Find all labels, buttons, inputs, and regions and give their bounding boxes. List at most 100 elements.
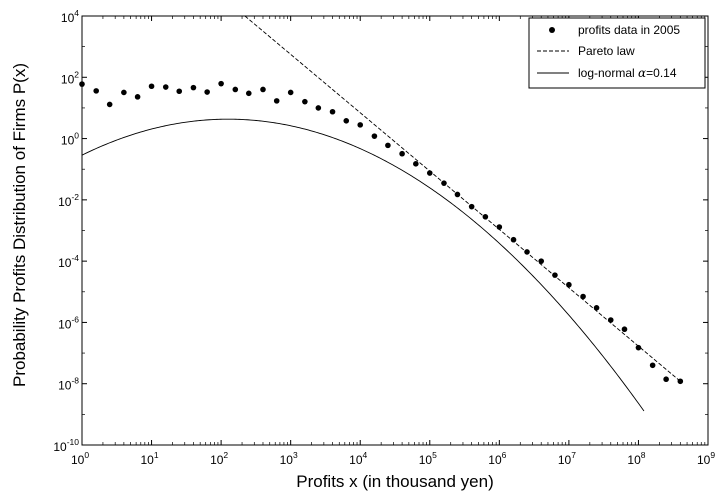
data-point: [468, 203, 475, 210]
data-point: [454, 191, 461, 198]
x-tick-base: 10: [210, 453, 224, 467]
data-point: [649, 362, 656, 369]
data-point: [204, 89, 210, 95]
x-tick-base: 10: [280, 453, 294, 467]
y-tick-label: 10-2: [58, 192, 79, 209]
data-point: [162, 84, 169, 90]
x-tick-base: 10: [419, 453, 433, 467]
y-tick-exponent: 2: [74, 69, 79, 79]
x-tick-base: 10: [627, 453, 641, 467]
y-axis-label: Probability Profits Distribution of Firm…: [10, 63, 29, 387]
data-point: [496, 224, 503, 230]
x-tick-exponent: 4: [363, 450, 368, 460]
data-point: [426, 170, 433, 176]
data-point: [413, 161, 419, 167]
x-tick-base: 10: [488, 453, 502, 467]
legend: profits data in 2005 Pareto law log-norm…: [528, 17, 706, 89]
x-axis-ticks: 100 101 102 103 104 105 106 107 108 109: [71, 16, 715, 467]
legend-lognormal-text: log-normal: [578, 66, 638, 80]
data-point: [677, 378, 684, 385]
legend-marker-data: [549, 27, 555, 33]
data-point: [302, 98, 308, 105]
y-tick-exponent: -10: [67, 437, 80, 447]
data-point: [399, 150, 405, 157]
y-tick-exponent: -4: [71, 253, 79, 263]
legend-lognormal-value: =0.14: [646, 66, 677, 80]
x-tick-exponent: 8: [641, 450, 646, 460]
x-tick-label: 104: [349, 450, 367, 467]
y-tick-base: 10: [61, 11, 75, 25]
y-tick-base: 10: [58, 317, 72, 331]
data-point: [552, 272, 558, 278]
y-tick-label: 100: [61, 131, 79, 148]
x-tick-label: 105: [419, 450, 437, 467]
y-tick-base: 10: [53, 440, 67, 454]
x-tick-exponent: 2: [223, 450, 228, 460]
y-tick-exponent: -6: [71, 314, 79, 324]
data-point: [566, 281, 572, 288]
x-tick-label: 103: [280, 450, 298, 467]
x-tick-exponent: 9: [710, 450, 715, 460]
x-tick-label: 109: [697, 450, 715, 467]
x-tick-base: 10: [141, 453, 155, 467]
data-point: [190, 84, 197, 91]
legend-box: [528, 17, 706, 89]
y-tick-label: 10-8: [58, 376, 79, 393]
data-point: [663, 376, 669, 383]
y-tick-label: 104: [61, 8, 79, 25]
data-point: [385, 142, 391, 149]
y-tick-base: 10: [58, 379, 72, 393]
data-point: [580, 293, 586, 300]
data-point: [635, 344, 642, 351]
data-point: [538, 258, 545, 264]
data-point: [482, 213, 489, 220]
data-point: [357, 122, 364, 128]
x-tick-exponent: 7: [571, 450, 576, 460]
data-point: [176, 88, 183, 95]
pareto-line: [244, 16, 681, 382]
data-point: [315, 105, 322, 111]
data-point: [441, 180, 447, 186]
x-tick-base: 10: [71, 453, 85, 467]
data-point: [273, 98, 280, 104]
x-tick-base: 10: [349, 453, 363, 467]
legend-label-lognormal: log-normal α=0.14: [578, 66, 677, 80]
x-tick-label: 100: [71, 450, 89, 467]
x-tick-label: 106: [488, 450, 506, 467]
data-point: [329, 108, 336, 115]
data-point: [232, 86, 239, 93]
legend-label-data: profits data in 2005: [578, 23, 680, 37]
data-point: [93, 88, 99, 94]
x-tick-label: 107: [558, 450, 576, 467]
data-points: [79, 80, 684, 385]
x-tick-exponent: 6: [502, 450, 507, 460]
y-tick-label: 10-10: [53, 437, 79, 454]
y-tick-label: 102: [61, 69, 79, 86]
x-tick-exponent: 1: [154, 450, 159, 460]
data-point: [106, 101, 113, 108]
data-point: [218, 80, 224, 87]
x-tick-label: 102: [210, 450, 228, 467]
data-point: [260, 86, 266, 93]
y-tick-exponent: 4: [74, 8, 79, 18]
lognormal-curve: [82, 118, 645, 412]
data-point: [148, 83, 155, 90]
data-point: [134, 94, 141, 100]
data-point: [121, 89, 127, 96]
y-tick-base: 10: [58, 195, 72, 209]
x-tick-exponent: 3: [293, 450, 298, 460]
y-tick-exponent: -2: [71, 192, 79, 202]
data-point: [510, 236, 517, 243]
legend-lognormal-symbol: α: [638, 66, 646, 80]
data-point: [245, 90, 252, 97]
x-tick-base: 10: [697, 453, 711, 467]
y-tick-label: 10-4: [58, 253, 79, 270]
y-tick-base: 10: [61, 72, 75, 86]
data-point: [343, 118, 350, 124]
legend-label-pareto: Pareto law: [578, 44, 635, 58]
x-tick-label: 108: [627, 450, 645, 467]
y-tick-label: 10-6: [58, 314, 79, 331]
y-tick-exponent: 0: [74, 131, 79, 141]
